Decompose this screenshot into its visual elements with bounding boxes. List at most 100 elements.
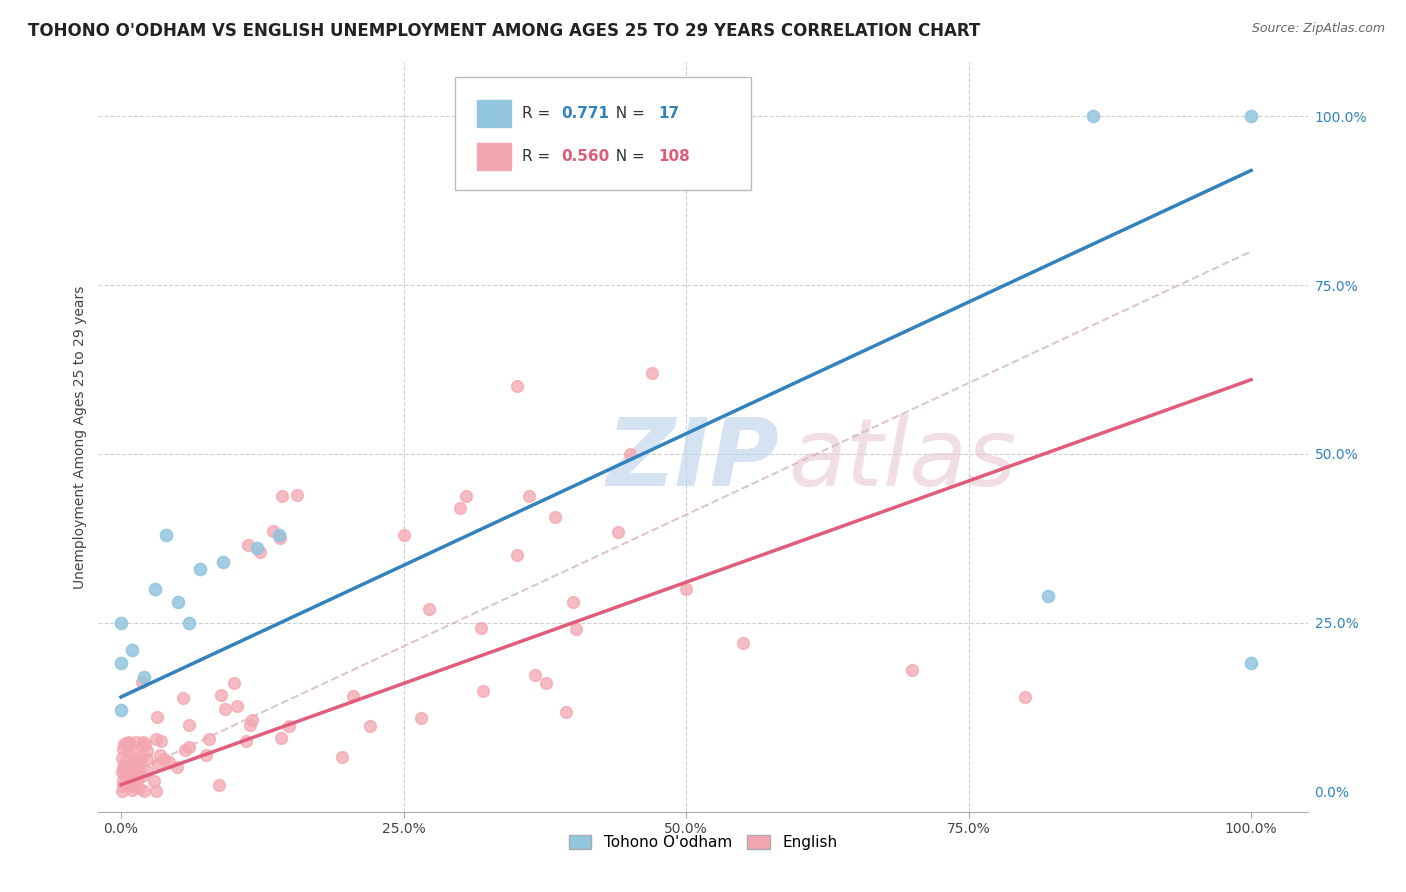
- Point: [1014, 690, 1036, 704]
- Point: [209, 688, 232, 702]
- Point: [134, 737, 156, 751]
- Point: [111, 779, 134, 793]
- Point: [128, 754, 150, 768]
- Point: [132, 735, 155, 749]
- Point: [359, 718, 381, 732]
- Point: [112, 762, 135, 776]
- Point: [194, 747, 217, 762]
- Point: [115, 772, 138, 787]
- Point: [125, 770, 148, 784]
- Point: [117, 735, 139, 749]
- Point: [136, 751, 159, 765]
- Point: [731, 636, 754, 650]
- Point: [145, 784, 167, 798]
- Point: [562, 595, 585, 609]
- Point: [544, 509, 567, 524]
- Point: [145, 710, 167, 724]
- Point: [143, 773, 166, 788]
- Point: [285, 488, 308, 502]
- Point: [214, 702, 236, 716]
- Point: [271, 489, 294, 503]
- Text: N =: N =: [606, 106, 650, 121]
- Point: [115, 736, 138, 750]
- Point: [619, 447, 641, 461]
- Point: [188, 562, 211, 576]
- Point: [149, 747, 172, 762]
- Text: 108: 108: [658, 149, 690, 163]
- Point: [131, 739, 153, 754]
- Point: [115, 754, 138, 768]
- Point: [143, 582, 166, 596]
- Point: [225, 699, 247, 714]
- Point: [111, 742, 134, 756]
- Text: 17: 17: [658, 106, 679, 121]
- Point: [134, 783, 156, 797]
- Point: [554, 705, 576, 719]
- Point: [129, 751, 152, 765]
- Point: [125, 772, 148, 787]
- Point: [122, 766, 145, 780]
- Point: [125, 735, 148, 749]
- Point: [449, 500, 471, 515]
- Point: [249, 544, 271, 558]
- Point: [534, 676, 557, 690]
- Point: [1240, 110, 1263, 124]
- Point: [145, 732, 167, 747]
- Point: [132, 670, 155, 684]
- Text: N =: N =: [606, 149, 650, 163]
- Point: [177, 615, 200, 630]
- Point: [208, 778, 231, 792]
- Point: [278, 719, 301, 733]
- Point: [166, 595, 188, 609]
- Point: [240, 713, 263, 727]
- Point: [238, 538, 260, 552]
- Point: [269, 531, 291, 545]
- Point: [120, 756, 142, 771]
- Point: [456, 489, 478, 503]
- Point: [127, 757, 149, 772]
- Point: [111, 773, 134, 788]
- Text: Source: ZipAtlas.com: Source: ZipAtlas.com: [1251, 22, 1385, 36]
- Text: 0.771: 0.771: [561, 106, 610, 121]
- Point: [505, 548, 527, 562]
- Point: [332, 750, 354, 764]
- Point: [136, 744, 159, 758]
- Point: [131, 675, 153, 690]
- Point: [211, 555, 233, 569]
- FancyBboxPatch shape: [456, 78, 751, 190]
- Point: [128, 780, 150, 795]
- Point: [418, 602, 440, 616]
- Point: [239, 718, 262, 732]
- Point: [675, 582, 697, 596]
- Point: [121, 783, 143, 797]
- Point: [262, 524, 284, 538]
- Point: [120, 762, 142, 776]
- Point: [166, 760, 188, 774]
- Point: [110, 657, 132, 671]
- Point: [131, 768, 153, 782]
- Point: [505, 379, 527, 393]
- Point: [110, 615, 132, 630]
- Point: [177, 717, 200, 731]
- Point: [114, 759, 136, 773]
- Bar: [477, 100, 510, 127]
- Point: [392, 528, 415, 542]
- Text: atlas: atlas: [787, 414, 1017, 505]
- Point: [114, 768, 136, 782]
- Point: [235, 734, 257, 748]
- Point: [564, 622, 586, 636]
- Point: [246, 541, 269, 556]
- Point: [524, 668, 547, 682]
- Point: [1240, 657, 1263, 671]
- Point: [222, 676, 245, 690]
- Point: [110, 703, 132, 717]
- Text: TOHONO O'ODHAM VS ENGLISH UNEMPLOYMENT AMONG AGES 25 TO 29 YEARS CORRELATION CHA: TOHONO O'ODHAM VS ENGLISH UNEMPLOYMENT A…: [28, 22, 980, 40]
- Point: [641, 366, 664, 380]
- Point: [122, 779, 145, 793]
- Point: [121, 642, 143, 657]
- Point: [159, 755, 181, 769]
- Point: [153, 752, 176, 766]
- Point: [135, 764, 157, 779]
- Point: [901, 663, 924, 677]
- Point: [155, 528, 177, 542]
